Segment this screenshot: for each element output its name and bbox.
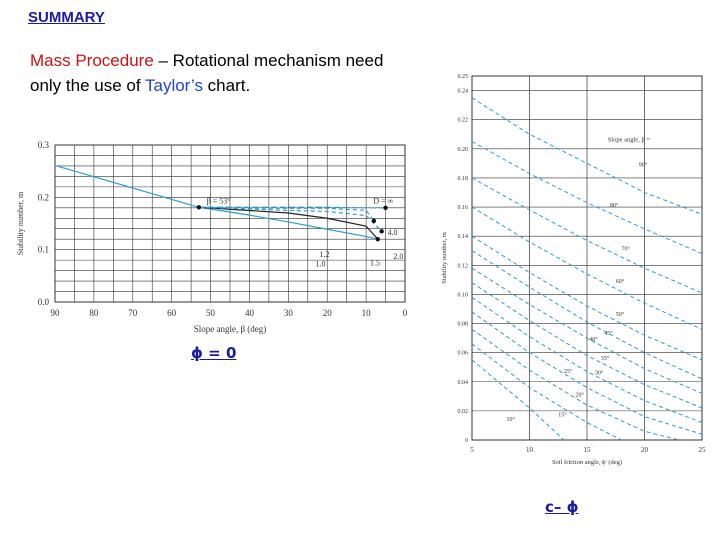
chart2-series-line: [471, 296, 703, 423]
chart1-data-point: [379, 229, 384, 234]
chart2-series-label: 80°: [610, 202, 619, 209]
chart1-x-tick-label: 30: [284, 308, 294, 318]
chart2-series-label: 40°: [589, 336, 598, 343]
chart1-data-point: [383, 205, 388, 210]
chart2-y-tick-label: 0.12: [458, 263, 469, 269]
chart2-series-line: [471, 267, 703, 394]
chart2-y-axis-label: Stability number, m: [441, 232, 448, 284]
chart2-y-tick-label: 0: [465, 438, 468, 444]
chart2-frame: [471, 75, 703, 441]
chart2-y-tick-label: 0.24: [458, 89, 469, 95]
c-phi-caption: c– ϕ: [545, 498, 579, 516]
chart2-series-line: [471, 282, 703, 409]
chart2-series-label: 35°: [601, 355, 610, 362]
chart2-x-axis-label: Soil friction angle, ϕ' (deg): [552, 459, 622, 466]
description-text: Mass Procedure – Rotational mechanism ne…: [30, 48, 410, 98]
chart1-x-tick-label: 50: [206, 308, 216, 318]
chart1-x-tick-label: 20: [323, 308, 333, 318]
chart2-series-label: 90°: [639, 161, 648, 168]
chart1-y-tick-label: 0.0: [38, 297, 50, 307]
chart1-x-tick-label: 40: [245, 308, 255, 318]
chart2-series-line: [471, 250, 703, 380]
taylor-chart-c-phi: 5 10 15 20 25 0 0.02 0.04 0.06 0.08 0.10 0.12 0.14 0.…: [441, 74, 707, 466]
chart2-series-line: [471, 97, 703, 215]
chart1-annotation: 4.0: [388, 228, 398, 237]
chart1-x-tick-label: 10: [362, 308, 372, 318]
chart2-series-label: 25°: [564, 368, 573, 375]
chart2-series-line: [471, 359, 565, 441]
chart2-series-line: [471, 343, 622, 441]
chart2-series-label: 10°: [507, 416, 516, 423]
chart2-series-label: 50°: [616, 311, 625, 318]
chart1-annotation: 1.0: [316, 259, 326, 268]
chart2-y-tick-label: 0.02: [458, 409, 469, 415]
chart2-y-tick-label: 0.20: [458, 147, 469, 153]
chart2-series-line: [471, 235, 703, 361]
description-link: Taylor’s: [145, 76, 203, 95]
chart1-x-tick-label: 0: [403, 308, 408, 318]
chart1-series-line: [198, 206, 379, 240]
chart2-series-line: [471, 141, 703, 255]
chart2-y-tick-label: 0.18: [458, 176, 469, 182]
chart1-y-tick-label: 0.1: [38, 245, 49, 255]
chart1-x-tick-label: 60: [167, 308, 177, 318]
phi-zero-caption: ϕ = 0: [191, 344, 237, 362]
chart2-x-tick-label: 10: [526, 446, 534, 454]
chart1-x-tick-label: 90: [51, 308, 61, 318]
chart2-y-tick-label: 0.22: [458, 118, 469, 124]
description-highlight: Mass Procedure: [30, 51, 154, 70]
chart2-series-line: [471, 206, 703, 330]
chart1-annotation: 2.0: [393, 252, 403, 261]
chart2-series-label: 15°: [558, 412, 567, 419]
chart2-x-tick-label: 5: [470, 446, 474, 454]
chart2-y-tick-label: 0.06: [458, 351, 469, 357]
chart1-y-axis-label: Stability number, m: [16, 191, 25, 255]
description-end: chart.: [202, 76, 251, 95]
chart2-y-tick-label: 0.16: [458, 205, 469, 211]
chart1-y-tick-label: 0.3: [38, 140, 50, 150]
chart2-series-line: [471, 328, 680, 441]
chart2-x-tick-label: 20: [641, 446, 649, 454]
chart1-frame: [54, 144, 406, 303]
description-body: – Rotational mechanism need only the use…: [30, 51, 384, 95]
chart1-x-tick-label: 80: [89, 308, 99, 318]
chart2-y-tick-label: 0.14: [458, 234, 469, 240]
chart1-data-point: [196, 205, 202, 210]
taylor-chart-phi-zero: 90 80 70 60 50 40 30 20 10 0 0.0 0.1 0.2 0.3 Slope ang…: [16, 140, 408, 334]
chart2-series-label: 30°: [595, 369, 604, 376]
chart1-annotation: D = ∞: [373, 197, 393, 206]
chart2-y-tick-label: 0.10: [458, 292, 469, 298]
chart2-x-tick-label: 15: [584, 446, 592, 454]
chart1-data-point: [371, 218, 377, 224]
chart1-annotation: 1.5: [370, 258, 380, 267]
chart1-y-tick-label: 0.2: [38, 192, 49, 202]
chart2-legend-title: Slope angle, β =: [608, 137, 651, 144]
chart2-y-tick-label: 0.08: [458, 322, 469, 328]
chart1-series-line: [198, 206, 386, 209]
chart1-series-line: [198, 206, 383, 232]
chart1-data-point: [375, 237, 380, 242]
summary-title: SUMMARY: [28, 9, 105, 26]
chart1-x-tick-label: 70: [128, 308, 138, 318]
chart2-series-label: 60°: [616, 278, 625, 285]
chart1-annotation: β = 53°: [207, 197, 231, 206]
chart2-series-line: [471, 177, 703, 294]
chart2-series-label: 70°: [622, 246, 631, 253]
chart1-series-line: [198, 206, 375, 222]
chart1-annotation: 1.2: [319, 250, 329, 259]
chart2-series-label: 20°: [576, 391, 585, 398]
chart2-series-label: 45°: [604, 330, 613, 337]
chart1-x-axis-label: Slope angle, β (deg): [194, 324, 267, 334]
chart2-x-tick-label: 25: [699, 446, 707, 454]
chart2-y-tick-label: 0.04: [458, 380, 469, 386]
chart2-y-tick-label: 0.25: [458, 74, 469, 80]
